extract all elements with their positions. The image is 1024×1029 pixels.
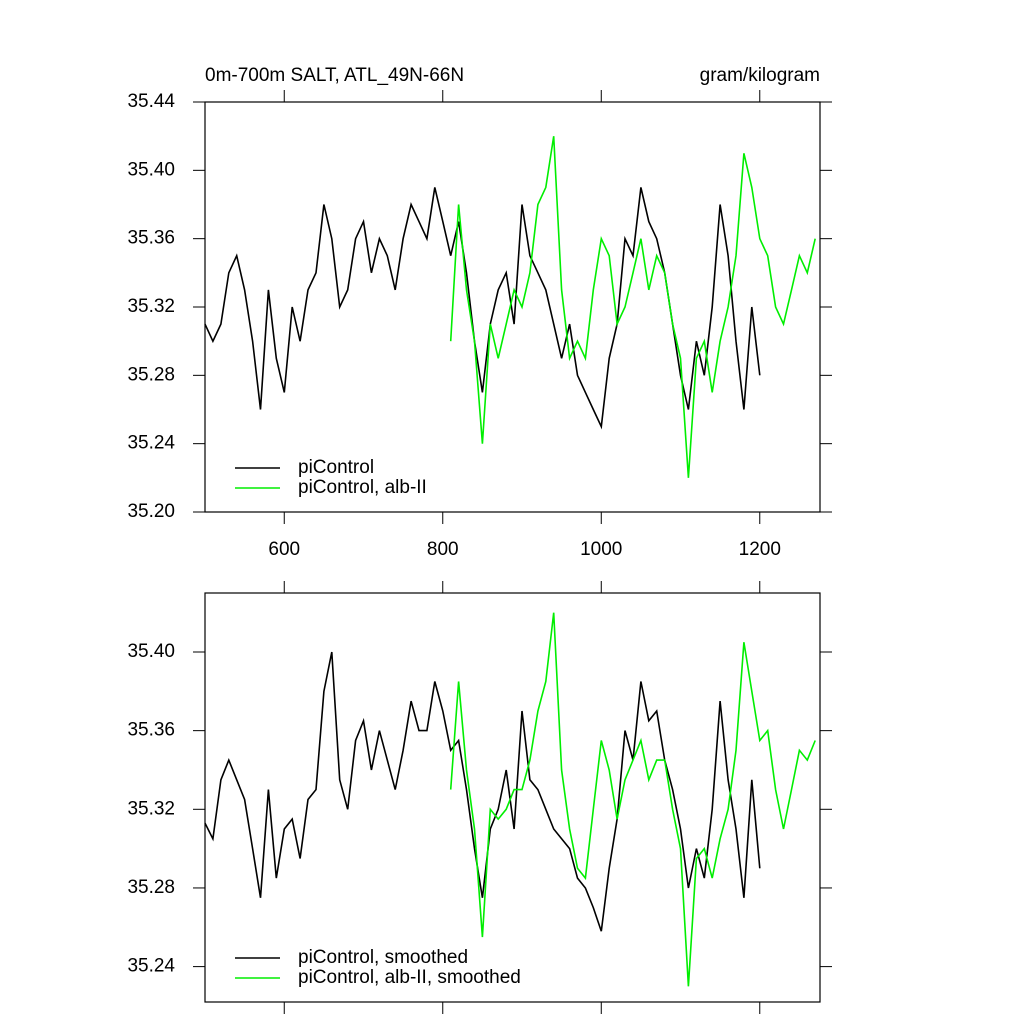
legend-label: piControl, alb-II, smoothed [298,967,521,988]
y-tick-label: 35.32 [127,296,175,317]
y-tick-label: 35.36 [127,228,175,249]
legend-label: piControl [298,457,374,478]
y-tick-label: 35.28 [127,877,175,898]
series-line [204,651,761,932]
y-tick-label: 35.28 [127,364,175,385]
y-tick-label: 35.36 [127,720,175,741]
plot-frame [204,592,821,1003]
y-tick-label: 35.40 [127,641,175,662]
chart-title: 0m-700m SALT, ATL_49N-66N [205,65,464,86]
y-tick-label: 35.20 [127,501,175,522]
y-tick-label: 35.24 [127,956,175,977]
x-tick-label: 800 [427,539,459,560]
y-tick-label: 35.24 [127,433,175,454]
y-tick-label: 35.32 [127,798,175,819]
y-tick-label: 35.40 [127,159,175,180]
legend-label: piControl, smoothed [298,947,468,968]
legend-label: piControl, alb-II [298,477,427,498]
series-line [449,136,816,478]
x-tick-label: 600 [268,539,300,560]
units-label: gram/kilogram [700,65,820,86]
series-line [204,187,761,430]
x-tick-label: 1200 [739,539,781,560]
x-tick-label: 1000 [580,539,622,560]
y-tick-label: 35.44 [127,91,175,112]
series-line [449,612,816,987]
